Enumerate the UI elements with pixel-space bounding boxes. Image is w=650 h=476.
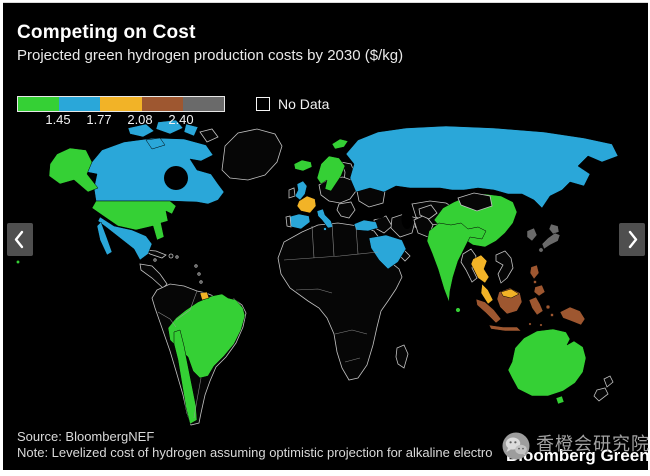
legend-tick: 2.40 [168,112,194,127]
country-borders [157,223,379,419]
legend-no-data: No Data [256,96,329,112]
legend-swatch-gray [182,97,225,111]
chevron-left-icon [14,230,24,249]
legend-swatch-brown [141,97,183,111]
legend-swatch-blue [59,97,101,111]
legend-swatch-yellow [100,97,142,111]
no-data-swatch-icon [256,97,270,111]
hudson-bay [164,166,188,190]
bloomberg-green-logo: Bloomberg Green [506,446,650,465]
note-text: Note: Levelized cost of hydrogen assumin… [17,445,493,460]
legend-tick: 1.45 [45,112,71,127]
chart-title: Competing on Cost [17,22,196,43]
black-sea [365,211,385,219]
watermark-text: 香橙会研究院 [536,434,650,454]
colored-regions [16,119,619,425]
map-overlays [157,166,493,419]
legend-tick: 2.08 [127,112,153,127]
choropleth-svg [16,119,619,426]
carousel-prev-button[interactable] [7,223,33,256]
chevron-right-icon [628,230,638,249]
carousel-next-button[interactable] [619,223,645,256]
caspian-sea [401,209,413,229]
wechat-icon [502,432,530,460]
legend-color-scale [17,96,225,112]
legend-swatch-green [18,97,60,111]
source-text: Source: BloombergNEF [17,429,155,444]
chart-subtitle: Projected green hydrogen production cost… [17,47,404,64]
world-map [0,112,650,448]
no-data-label: No Data [278,96,330,112]
legend-tick: 1.77 [86,112,112,127]
